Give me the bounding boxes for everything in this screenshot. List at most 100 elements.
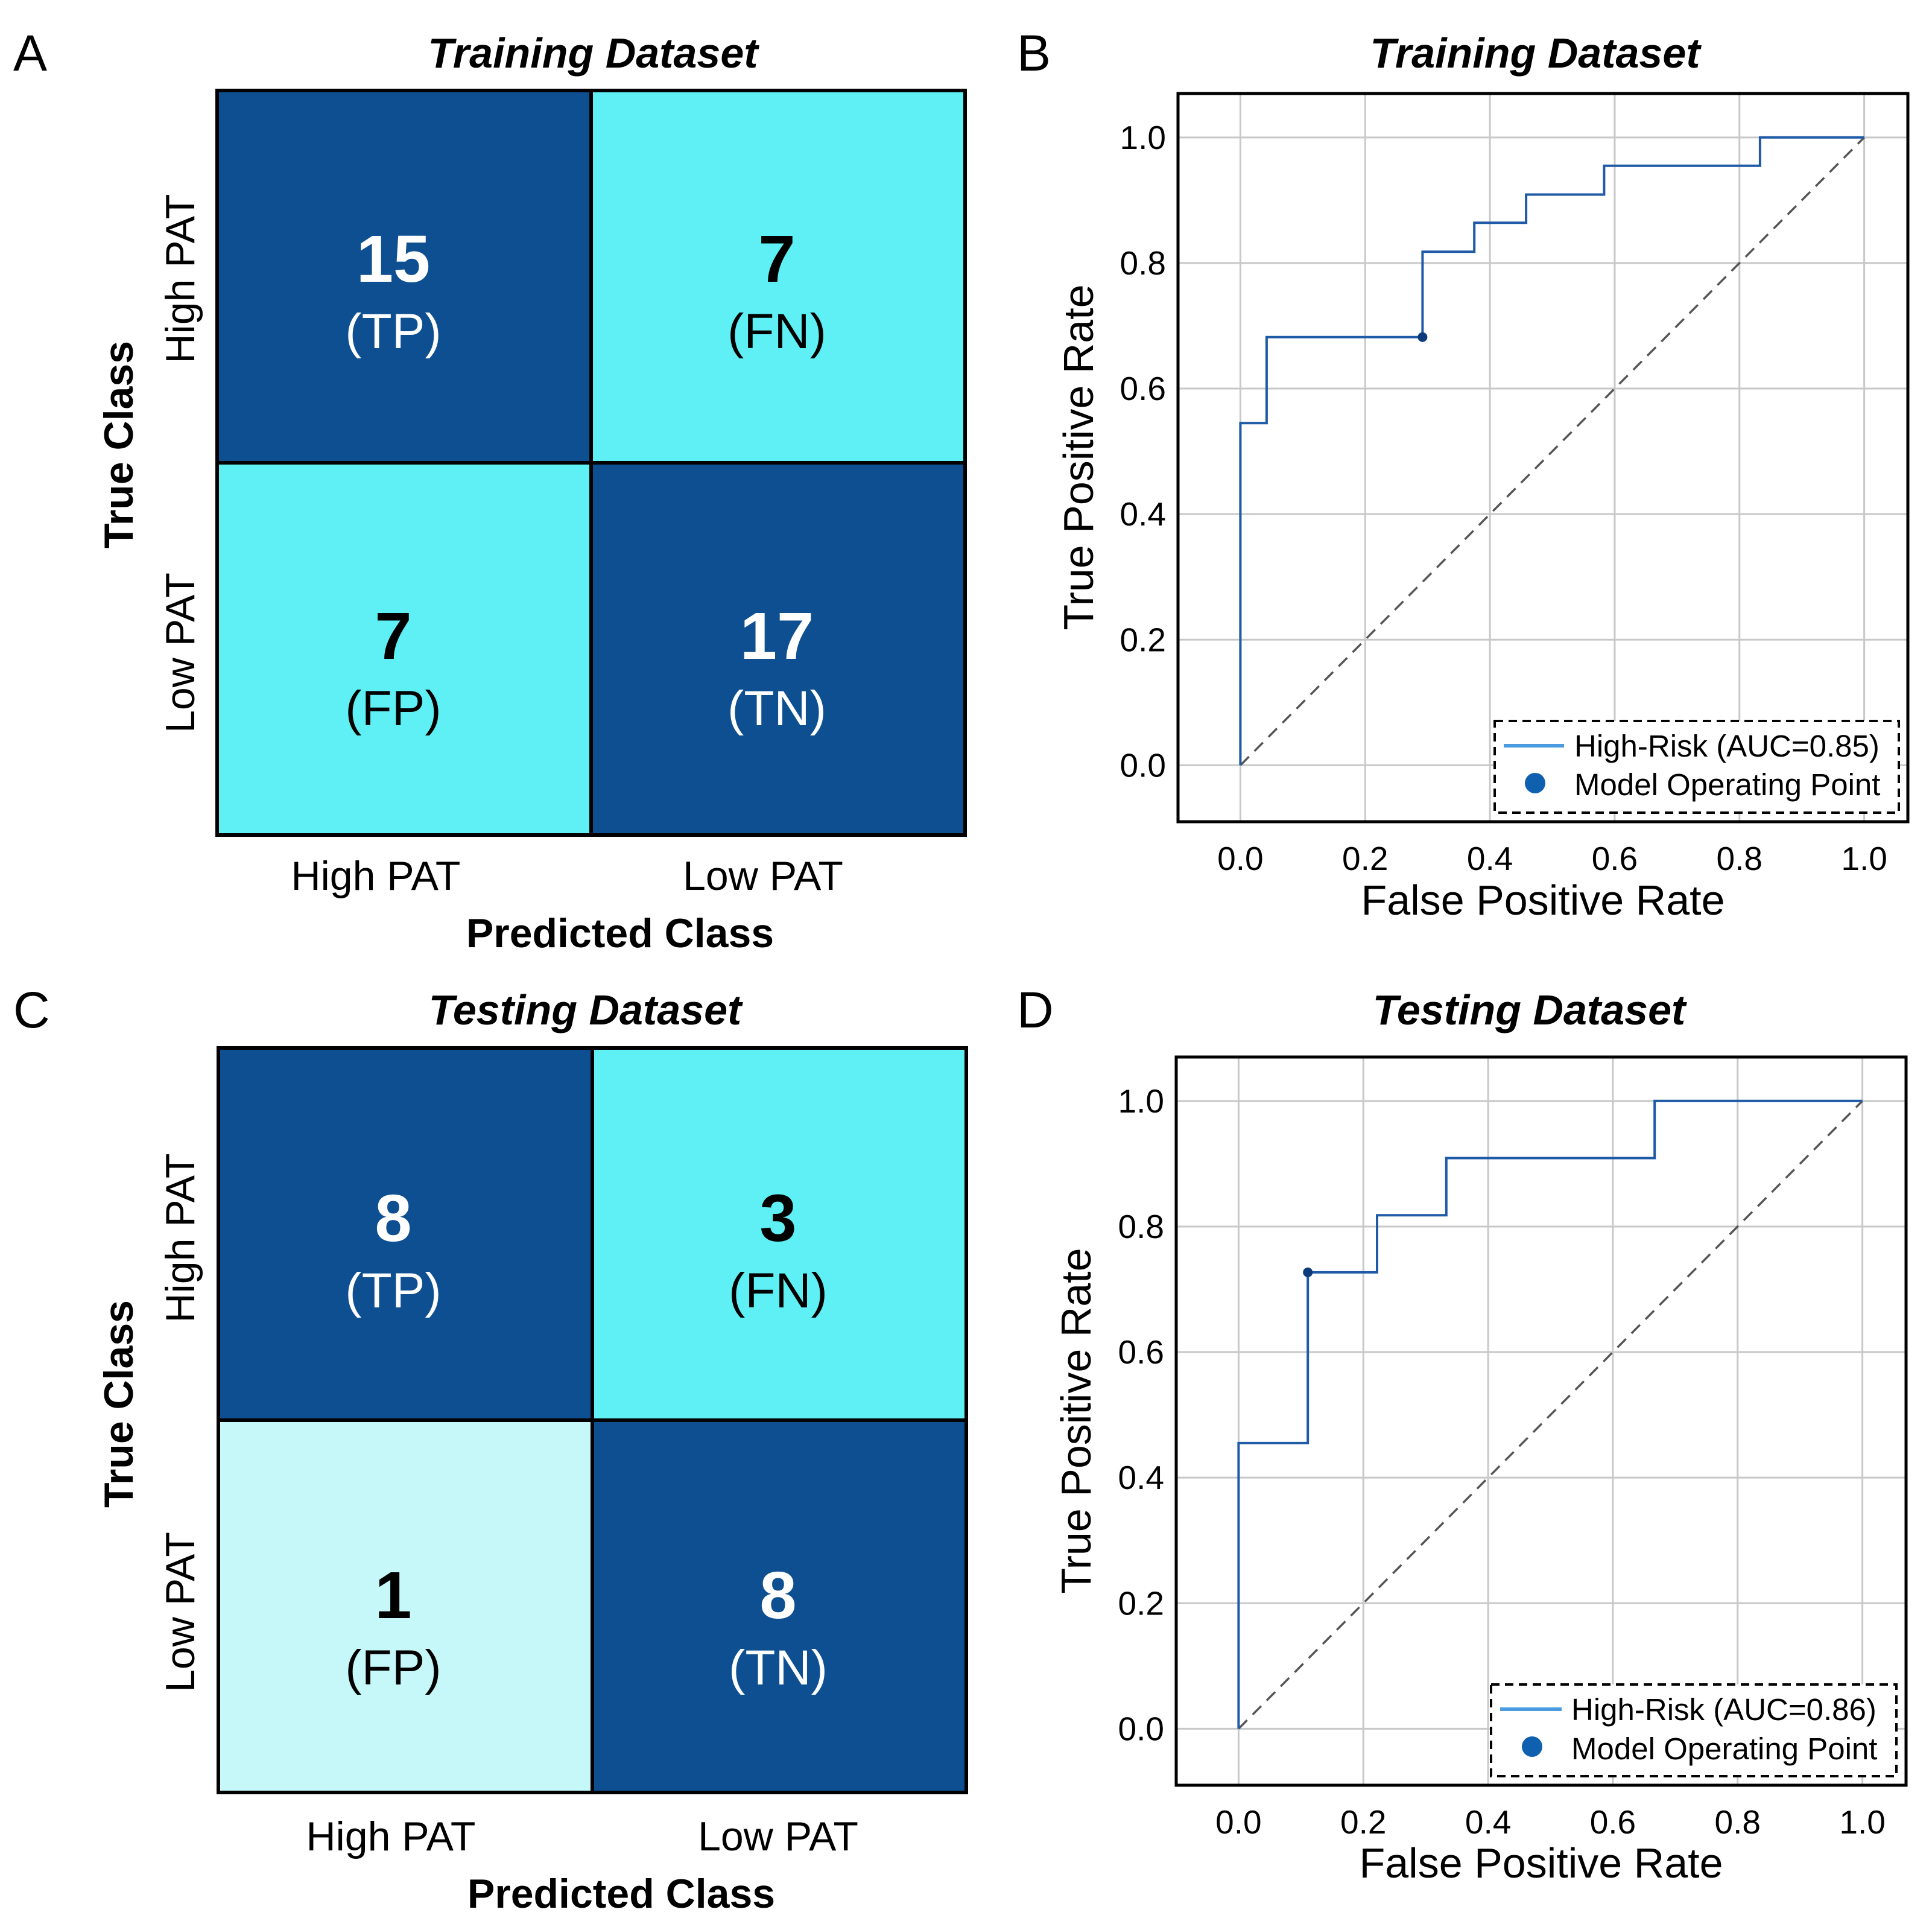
chart-title: Testing Dataset [1373,986,1687,1033]
cm-frame [215,89,967,837]
x-tick-label: 0.4 [1467,840,1513,877]
cm-count-tp: 8 [375,1181,411,1256]
y-tick-label: High PAT [157,1154,203,1323]
cm-label-tn: (TN) [729,1640,828,1695]
y-axis-label: True Positive Rate [1055,284,1102,630]
cm-count-fp: 1 [375,1558,411,1633]
cm-count-fn: 3 [759,1181,796,1256]
y-axis-label: True Class [96,341,142,548]
y-ticks: 0.0 0.2 0.4 0.6 0.8 1.0 [1120,119,1166,784]
plot-frame [1176,92,1910,824]
y-tick-label: 0.2 [1118,1584,1164,1622]
x-tick-label: 0.8 [1717,840,1763,877]
chart-title: Training Dataset [1370,30,1702,77]
cm-label-fp: (FP) [345,1640,441,1695]
x-tick-label: High PAT [291,853,461,899]
y-tick-label: 0.6 [1118,1333,1164,1371]
cm-label-tp: (TP) [345,304,441,359]
panel-letter: D [1017,982,1054,1038]
x-tick-label: 0.8 [1715,1803,1761,1841]
cm-cell-fn [591,90,965,463]
cm-cell-fp [218,1420,592,1792]
x-ticks: 0.0 0.2 0.4 0.6 0.8 1.0 [1217,840,1887,877]
operating-point-marker [1303,1267,1313,1277]
x-axis-label: Predicted Class [467,1871,775,1917]
legend-item-roc: High-Risk (AUC=0.85) [1574,729,1880,763]
roc-chart-testing: Testing Dataset 0.0 0.2 0.4 0.6 0.8 1.0 … [1053,986,1908,1887]
legend-marker-swatch [1525,773,1545,793]
y-tick-label: 1.0 [1120,119,1166,156]
cm-frame [217,1046,968,1794]
y-tick-label: 0.0 [1120,746,1166,784]
x-tick-label: 0.6 [1590,1803,1636,1841]
panel-letter: C [13,982,50,1038]
x-ticks: 0.0 0.2 0.4 0.6 0.8 1.0 [1215,1803,1886,1841]
legend-item-operating-point: Model Operating Point [1571,1732,1877,1766]
x-tick-label: 1.0 [1839,1803,1885,1841]
y-tick-label: 1.0 [1118,1082,1164,1120]
chance-line [1238,1100,1863,1730]
cm-count-fn: 7 [758,222,795,296]
chart-title: Training Dataset [428,30,759,77]
x-axis-label: False Positive Rate [1359,1840,1723,1887]
y-axis-label: True Positive Rate [1053,1248,1100,1593]
operating-point-marker [1417,332,1428,342]
cm-cell-fn [592,1048,966,1420]
plot-area [1176,1057,1906,1785]
chance-line [1240,136,1865,766]
y-axis-label: True Class [96,1300,142,1508]
cm-cell-tp [217,90,591,463]
roc-chart-training: Training Dataset 0.0 0.2 0.4 0.6 0.8 1.0… [1055,30,1910,924]
legend-box [1493,720,1900,814]
legend-item-operating-point: Model Operating Point [1574,767,1880,802]
cm-count-fp: 7 [375,599,411,673]
cm-cell-tn [592,1420,966,1792]
cm-label-fn: (FN) [729,1263,828,1318]
grid [1176,1057,1906,1785]
y-tick-label: 0.4 [1118,1459,1164,1496]
curves [1237,1099,1863,1730]
x-axis-label: False Positive Rate [1361,877,1725,924]
y-ticks: 0.0 0.2 0.4 0.6 0.8 1.0 [1118,1082,1164,1748]
y-tick-label: Low PAT [157,573,203,733]
y-tick-label: 0.0 [1118,1710,1164,1747]
y-tick-label: Low PAT [157,1532,203,1692]
x-tick-label: 1.0 [1841,840,1887,877]
cm-count-tn: 17 [740,599,814,673]
legend: High-Risk (AUC=0.86) Model Operating Poi… [1490,1683,1898,1777]
cm-cell-fp [217,463,591,835]
cm-count-tn: 8 [759,1558,796,1633]
y-tick-label: 0.8 [1118,1208,1164,1245]
x-tick-label: 0.6 [1592,840,1638,877]
confusion-matrix-testing: Testing Dataset 8 (TP) 8 (TN) 3 (FN) 1 (… [96,986,968,1917]
x-tick-label: 0.0 [1215,1803,1261,1841]
plot-area [1178,94,1908,822]
cm-count-tp: 15 [356,222,430,296]
y-tick-label: 0.4 [1120,495,1166,533]
confusion-matrix-training: Training Dataset 15 (TP) 17 (TN) 7 (FN) … [96,30,967,956]
chart-title: Testing Dataset [429,986,743,1033]
x-tick-label: Low PAT [698,1814,858,1859]
grid [1178,94,1908,822]
x-tick-label: 0.2 [1340,1803,1386,1841]
cm-label-tp: (TP) [345,1263,441,1318]
panel-letter: B [1017,25,1051,81]
panel-letter: A [13,25,47,81]
x-tick-label: 0.4 [1465,1803,1511,1841]
x-axis-label: Predicted Class [466,910,774,956]
cm-label-tn: (TN) [727,681,826,736]
x-tick-label: Low PAT [683,853,843,899]
y-tick-label: 0.8 [1120,244,1166,282]
y-tick-label: 0.2 [1120,621,1166,658]
cm-label-fp: (FP) [345,681,441,736]
legend-item-roc: High-Risk (AUC=0.86) [1571,1692,1877,1727]
legend: High-Risk (AUC=0.85) Model Operating Poi… [1493,720,1900,814]
x-tick-label: 0.0 [1217,840,1263,877]
y-tick-label: High PAT [157,194,203,364]
roc-curve-line [1239,136,1864,766]
plot-frame [1174,1055,1908,1787]
legend-marker-swatch [1522,1736,1542,1757]
legend-box [1490,1683,1898,1777]
roc-curve-line [1237,1099,1863,1729]
